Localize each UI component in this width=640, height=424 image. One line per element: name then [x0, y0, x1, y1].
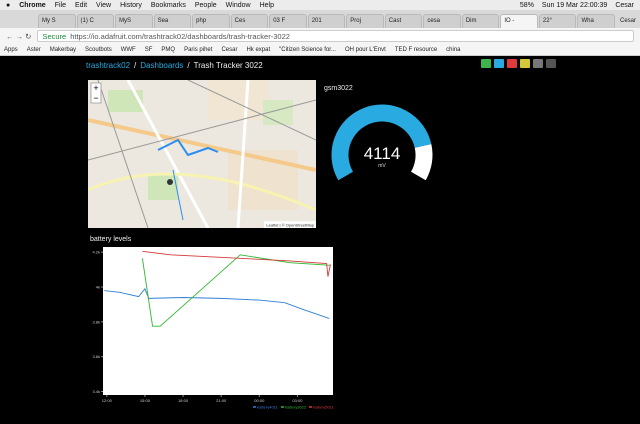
bookmark[interactable]: "Citizen Science for...	[279, 46, 336, 53]
gauge-fill	[331, 104, 432, 181]
plot-area	[103, 247, 333, 395]
x-tick-label: 21:00	[216, 398, 227, 403]
share-button[interactable]	[546, 59, 556, 68]
legend-label[interactable]: battery5011	[313, 405, 335, 410]
bookmark[interactable]: china	[446, 46, 461, 53]
menu-item[interactable]: Chrome	[19, 1, 46, 9]
tab[interactable]: 201	[307, 14, 346, 28]
map[interactable]: + − Leaflet | © OpenStreetMap	[88, 80, 316, 228]
tab[interactable]: IO -	[500, 14, 538, 28]
gauge-value: 4114	[364, 144, 401, 163]
menubar: ● Chrome File Edit View History Bookmarks Peopl…	[0, 0, 640, 10]
status-area: 58% Sun 19 Mar 22:00:39 Cesar	[520, 2, 634, 9]
settings-button[interactable]	[481, 59, 491, 68]
edit-button[interactable]	[520, 59, 530, 68]
user-link[interactable]: trashtrack02	[86, 61, 131, 70]
bookmark[interactable]: TED F resource	[394, 46, 438, 53]
dashboards-link[interactable]: Dashboards	[140, 61, 184, 70]
legend-label[interactable]: battery4011	[257, 405, 279, 410]
tab[interactable]: 22°	[538, 14, 577, 28]
series-line	[142, 250, 331, 277]
x-tick-label: 12:00	[102, 398, 113, 403]
menu-item[interactable]: History	[120, 1, 142, 9]
tab[interactable]: Sea	[153, 14, 192, 28]
series-line	[104, 287, 330, 319]
y-tick-label: 3.8k	[92, 319, 100, 324]
breadcrumb: trashtrack02/ Dashboards / Trash Tracker …	[86, 61, 263, 70]
menu-item[interactable]: Edit	[74, 1, 88, 9]
menu-item[interactable]: Bookmarks	[150, 1, 186, 9]
tab[interactable]: php	[192, 14, 230, 28]
bookmark[interactable]: SF	[144, 46, 153, 53]
tab[interactable]: Ces	[230, 14, 269, 28]
tab[interactable]: (1) C	[76, 14, 115, 28]
tab[interactable]: cesa	[423, 14, 461, 28]
toolbar	[481, 59, 556, 68]
address-bar: ← → ↻ Secure https://io.adafruit.com/trash…	[0, 28, 640, 44]
status-user: Cesar	[615, 1, 634, 9]
menu-item[interactable]: Help	[259, 1, 274, 9]
bookmark[interactable]: Aster	[26, 46, 41, 53]
x-tick-label: 18:00	[178, 398, 189, 403]
omnibox[interactable]: Secure https://io.adafruit.com/trashtrack…	[37, 30, 634, 42]
bookmark[interactable]: Paris pihet	[184, 46, 213, 53]
apple-icon: ●	[6, 1, 11, 9]
gauge-title: gsm3022	[324, 85, 353, 92]
y-tick-label: 3.4k	[92, 389, 100, 394]
dashboard-name: Trash Tracker 3022	[193, 61, 263, 70]
status-battery: 58%	[519, 1, 534, 9]
url: https://io.adafruit.com/trashtrack02/das…	[70, 31, 290, 41]
bookmark[interactable]: Hk expat	[246, 46, 271, 53]
zoom-in[interactable]: +	[93, 83, 98, 93]
y-tick-label: 3.6k	[92, 354, 100, 359]
add-button[interactable]	[494, 59, 504, 68]
attribution: Leaflet | © OpenStreetMap	[266, 223, 314, 228]
tab[interactable]: MyS	[115, 14, 153, 28]
bookmark[interactable]: Apps	[4, 46, 18, 53]
gauge-unit: mV	[378, 163, 386, 169]
tab[interactable]: 03 F	[269, 14, 307, 28]
menu-item[interactable]: People	[194, 1, 217, 9]
zoom-out[interactable]: −	[93, 93, 98, 103]
y-tick-label: 4k	[96, 285, 100, 290]
profile[interactable]: Cesar	[619, 18, 636, 24]
bookmark[interactable]: Makerbay	[49, 46, 77, 53]
nav-buttons[interactable]: ← → ↻	[6, 31, 32, 41]
tab[interactable]: Dim	[461, 14, 500, 28]
tab[interactable]: My S	[38, 14, 76, 28]
separator: /	[134, 61, 137, 70]
status-clock: Sun 19 Mar 22:00:39	[541, 1, 608, 9]
bookmark[interactable]: PMQ	[161, 46, 176, 53]
bookmark[interactable]: WWF	[120, 46, 136, 53]
x-tick-label: 00:00	[254, 398, 265, 403]
menu-item[interactable]: Window	[225, 1, 251, 9]
x-tick-label: 15:00	[140, 398, 151, 403]
lock-button[interactable]	[533, 59, 543, 68]
menu-item[interactable]: View	[96, 1, 112, 9]
secure-label: Secure	[42, 31, 67, 41]
bookmark[interactable]: Cesar	[221, 46, 238, 53]
bookmarks-bar: Apps Aster Makerbay Scoutbots WWF SF PMQ Paris …	[0, 44, 640, 56]
y-tick-label: 4.2k	[92, 250, 100, 255]
dashboard: trashtrack02/ Dashboards / Trash Tracker …	[0, 56, 640, 424]
gauge-track	[410, 144, 433, 181]
tab-strip: My S (1) C MyS Sea php Ces 03 F 201 Proj Cast cesa…	[0, 10, 640, 28]
delete-button[interactable]	[507, 59, 517, 68]
tab[interactable]: Cast	[384, 14, 423, 28]
separator: /	[187, 61, 190, 70]
legend-label[interactable]: battery3022	[285, 405, 307, 410]
tab[interactable]: Wha	[577, 14, 615, 28]
x-tick-label: 03:00	[292, 398, 303, 403]
tab[interactable]: Proj	[346, 14, 384, 28]
menu-item[interactable]: File	[54, 1, 66, 9]
chart-title: battery levels	[90, 236, 132, 243]
bookmark[interactable]: Scoutbots	[85, 46, 112, 53]
series-line	[141, 254, 331, 327]
bookmark[interactable]: OH pour L'Envt	[344, 46, 386, 53]
